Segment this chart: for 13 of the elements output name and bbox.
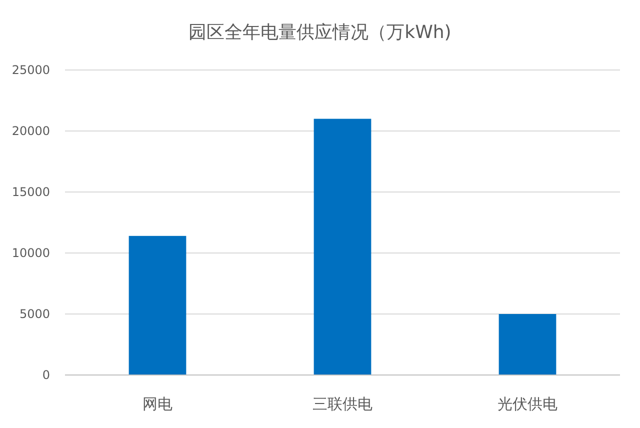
y-tick-label: 5000 — [19, 307, 50, 321]
bar — [128, 236, 186, 375]
y-tick-label: 0 — [42, 368, 50, 382]
x-tick-label: 光伏供电 — [498, 395, 558, 413]
chart-title: 园区全年电量供应情况（万kWh) — [188, 22, 452, 43]
x-tick-label: 三联供电 — [312, 395, 372, 413]
y-tick-label: 15000 — [12, 185, 50, 199]
bar — [498, 314, 556, 375]
y-tick-label: 10000 — [12, 246, 50, 260]
bar — [314, 118, 372, 375]
y-tick-label: 20000 — [12, 124, 50, 138]
y-tick-label: 25000 — [12, 63, 50, 77]
x-tick-label: 网电 — [142, 395, 172, 413]
